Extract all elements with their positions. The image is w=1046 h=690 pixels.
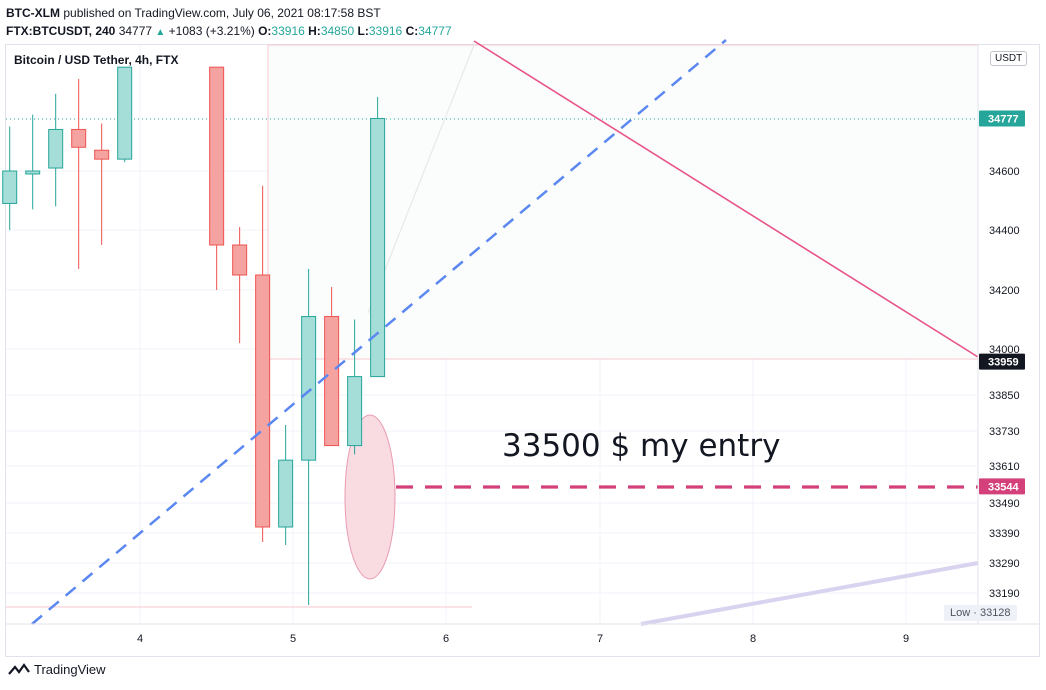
- y-tick-label: 33490: [989, 498, 1020, 510]
- candle-body[interactable]: [117, 66, 133, 160]
- publish-info: published on TradingView.com, July 06, 2…: [63, 6, 381, 20]
- entry-annotation[interactable]: 33500 $ my entry: [502, 428, 781, 464]
- open-value: 33916: [271, 24, 305, 38]
- close-value: 34777: [418, 24, 452, 38]
- y-tick-label: 33730: [989, 426, 1020, 438]
- y-tick-label: 33190: [989, 588, 1020, 600]
- ticker-line: FTX:BTCUSDT, 240 34777 ▲ +1083 (+3.21%) …: [6, 22, 452, 42]
- pink-trend-line[interactable]: [473, 40, 979, 358]
- candle-body[interactable]: [94, 149, 110, 160]
- y-tick-label: 34000: [989, 344, 1020, 356]
- y-tick-label: 33850: [989, 390, 1020, 402]
- price-label-box: [979, 478, 1025, 495]
- price-label-box: [979, 110, 1025, 127]
- candle-body[interactable]: [278, 459, 294, 528]
- footer-brand[interactable]: TradingView: [34, 662, 106, 677]
- y-tick-label: 33290: [989, 558, 1020, 570]
- up-arrow-icon: ▲: [155, 27, 166, 38]
- last-price: 34777: [118, 24, 153, 38]
- low-value: 33916: [368, 24, 403, 38]
- rectangle-drawing[interactable]: [267, 44, 979, 360]
- price-label-text: 33959: [988, 357, 1019, 369]
- high-value: 34850: [320, 24, 355, 38]
- high-label: H:: [308, 24, 321, 38]
- ticker: FTX:BTCUSDT, 240: [6, 24, 116, 38]
- open-label: O:: [258, 24, 272, 38]
- lavender-trend-line[interactable]: [640, 561, 979, 626]
- symbol-title: Bitcoin / USD Tether, 4h, FTX: [14, 53, 179, 67]
- blue-trend-line[interactable]: [31, 39, 727, 625]
- x-tick-label: 8: [750, 633, 756, 645]
- y-tick-label: 33610: [989, 461, 1020, 473]
- candle-body[interactable]: [2, 170, 18, 204]
- candle-body[interactable]: [232, 244, 248, 276]
- price-label-box: [979, 353, 1025, 370]
- tradingview-logo-icon: [8, 662, 30, 675]
- currency-badge[interactable]: USDT: [990, 51, 1028, 66]
- chart-header: BTC-XLM published on TradingView.com, Ju…: [6, 4, 452, 42]
- close-label: C:: [405, 24, 419, 38]
- x-tick-label: 4: [137, 633, 143, 645]
- candle-body[interactable]: [209, 66, 225, 246]
- candle-body[interactable]: [324, 316, 340, 447]
- y-tick-label: 34200: [989, 285, 1020, 297]
- x-tick-label: 9: [903, 633, 909, 645]
- y-tick-label: 34400: [989, 225, 1020, 237]
- candle-body[interactable]: [25, 170, 41, 175]
- price-label-text: 33544: [988, 481, 1019, 493]
- entry-ellipse[interactable]: [344, 414, 396, 580]
- x-tick-label: 5: [290, 633, 296, 645]
- price-label-text: 34777: [988, 113, 1019, 125]
- x-tick-label: 7: [597, 633, 603, 645]
- x-tick-label: 6: [443, 633, 449, 645]
- candle-body[interactable]: [301, 316, 317, 461]
- price-change: +1083 (+3.21%): [168, 24, 255, 38]
- publish-line: BTC-XLM published on TradingView.com, Ju…: [6, 4, 452, 22]
- low-marker: Low · 33128: [944, 605, 1017, 621]
- candle-body[interactable]: [48, 128, 64, 169]
- candle-body[interactable]: [71, 128, 87, 148]
- faint-trend-line[interactable]: [367, 44, 475, 314]
- low-label: L:: [357, 24, 369, 38]
- y-tick-label: 34600: [989, 166, 1020, 178]
- publisher-name[interactable]: BTC-XLM: [6, 6, 60, 20]
- candle-body[interactable]: [255, 274, 271, 528]
- footer: TradingView: [8, 662, 106, 677]
- candle-body[interactable]: [347, 376, 363, 447]
- y-tick-label: 33390: [989, 528, 1020, 540]
- candle-body[interactable]: [370, 117, 386, 378]
